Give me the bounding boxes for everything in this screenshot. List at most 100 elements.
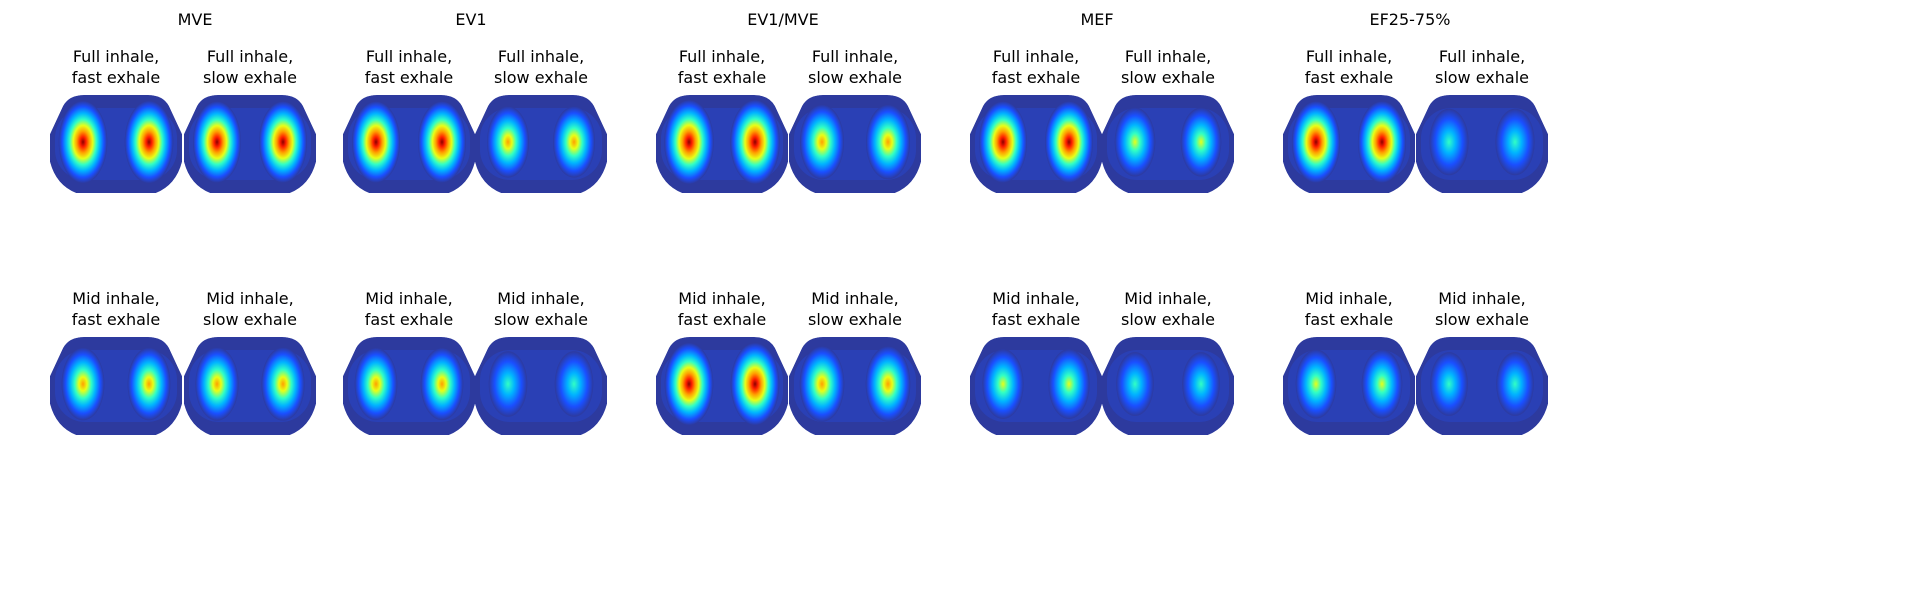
left-lung-blob [355,348,398,420]
right-lung-blob [421,348,464,420]
heatmap-svg [183,94,317,194]
heatmap-svg [183,336,317,436]
group-title-ev1-mve: EV1/MVE [633,10,933,30]
panel-mve-full-slow: Full inhale, slow exhale [165,46,335,88]
right-lung-blob [866,346,911,422]
right-lung-blob [1496,352,1534,416]
panel-ev1mve-mid-slow: Mid inhale, slow exhale [770,288,940,330]
right-lung-blob [730,100,780,184]
panel-title: Mid inhale, slow exhale [456,288,626,330]
panel-title: Full inhale, slow exhale [456,46,626,88]
heatmap-svg [1282,336,1416,436]
left-lung-blob [665,343,714,425]
panel-ev1mve-full-slow: Full inhale, slow exhale [770,46,940,88]
panel-ef2575-full-slow: Full inhale, slow exhale [1397,46,1567,88]
heatmap-svg [342,94,476,194]
heatmap-svg [1101,94,1235,194]
heatmap-svg [1101,336,1235,436]
heatmap-image [1282,94,1416,194]
heatmap-image [788,94,922,194]
heatmap-svg [969,94,1103,194]
left-lung-blob [800,105,844,180]
left-lung-blob [62,348,105,421]
heatmap-svg [1415,336,1549,436]
left-lung-blob [352,101,400,182]
panel-title: Full inhale, slow exhale [1397,46,1567,88]
heatmap-image [788,336,922,436]
panel-title: Mid inhale, slow exhale [770,288,940,330]
panel-mef-full-slow: Full inhale, slow exhale [1083,46,1253,88]
heatmap-image [655,94,789,194]
panel-ev1-mid-slow: Mid inhale, slow exhale [456,288,626,330]
heatmap-svg [342,336,476,436]
heatmap-image [969,336,1103,436]
group-title-mef: MEF [947,10,1247,30]
heatmap-image [183,94,317,194]
right-lung-blob [125,101,174,183]
group-title-ef25-75: EF25-75% [1260,10,1560,30]
heatmap-svg [655,336,789,436]
panel-title: Full inhale, slow exhale [165,46,335,88]
right-lung-blob [1048,349,1089,419]
heatmap-svg [1282,94,1416,194]
right-lung-blob [1182,352,1220,416]
heatmap-svg [474,94,608,194]
heatmap-image [655,336,789,436]
heatmap-image [1415,336,1549,436]
right-lung-blob [866,105,910,180]
heatmap-image [342,336,476,436]
left-lung-blob [193,101,241,182]
right-lung-blob [553,106,595,177]
panel-title: Mid inhale, slow exhale [1083,288,1253,330]
left-lung-blob [195,347,238,420]
heatmap-image [1101,94,1235,194]
left-lung-blob [664,100,714,184]
heatmap-svg [788,94,922,194]
left-lung-blob [1296,350,1337,419]
heatmap-svg [49,94,183,194]
heatmap-image [474,94,608,194]
heatmap-image [1282,336,1416,436]
heatmap-image [1101,336,1235,436]
panel-ev1-full-slow: Full inhale, slow exhale [456,46,626,88]
right-lung-blob [1362,350,1403,419]
group-title-mve: MVE [45,10,345,30]
heatmap-image [969,94,1103,194]
left-lung-blob [1429,109,1468,176]
right-lung-blob [555,351,594,417]
heatmap-svg [969,336,1103,436]
right-lung-blob [731,343,780,425]
right-lung-blob [261,347,304,420]
heatmap-svg [49,336,183,436]
left-lung-blob [59,101,108,183]
heatmap-image [342,94,476,194]
right-lung-blob [1495,109,1534,176]
group-title-ev1: EV1 [321,10,621,30]
panel-title: Mid inhale, slow exhale [165,288,335,330]
heatmap-image [1415,94,1549,194]
left-lung-blob [1430,352,1468,416]
right-lung-blob [1045,101,1093,182]
heatmap-svg [788,336,922,436]
left-lung-blob [800,346,845,422]
panel-mef-mid-slow: Mid inhale, slow exhale [1083,288,1253,330]
right-lung-blob [259,101,307,182]
panel-ef2575-mid-slow: Mid inhale, slow exhale [1397,288,1567,330]
right-lung-blob [1181,108,1222,177]
heatmap-image [49,94,183,194]
left-lung-blob [1115,108,1156,177]
left-lung-blob [487,106,529,177]
panel-title: Mid inhale, slow exhale [1397,288,1567,330]
heatmap-svg [474,336,608,436]
right-lung-blob [418,101,466,182]
heatmap-svg [1415,94,1549,194]
panel-title: Full inhale, slow exhale [770,46,940,88]
left-lung-blob [489,351,528,417]
left-lung-blob [1292,101,1340,183]
left-lung-blob [982,349,1023,419]
left-lung-blob [979,101,1027,182]
panel-mve-mid-slow: Mid inhale, slow exhale [165,288,335,330]
right-lung-blob [1358,101,1406,183]
heatmap-image [183,336,317,436]
